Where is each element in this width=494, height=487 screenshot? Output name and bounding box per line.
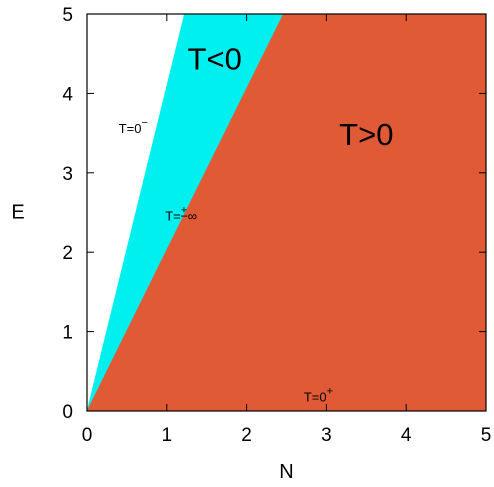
chart-regions	[86, 13, 487, 412]
annotation-t-infinity: T=+−∞	[165, 204, 197, 223]
annotation-t-zero-minus: T=0−	[119, 117, 148, 136]
x-tick-label: 5	[481, 425, 492, 446]
annotation-t-pos: T>0	[339, 117, 393, 152]
y-tick-label: 2	[62, 243, 73, 264]
y-tick-label: 3	[62, 164, 73, 185]
axis-ticks: 0 1 2 3 4 5 0 1 2 3 4 5	[62, 5, 491, 446]
chart-annotations: T<0 T>0 T=0− T=+−∞ T=0+	[119, 42, 394, 405]
x-tick-label: 4	[401, 425, 412, 446]
annotation-t-zero-plus: T=0+	[304, 385, 333, 404]
y-tick-label: 5	[62, 5, 73, 26]
x-axis-label: N	[279, 461, 293, 483]
x-tick-label: 0	[82, 425, 93, 446]
y-axis-label: E	[11, 202, 24, 224]
plot-frame	[86, 13, 487, 412]
annotation-t-neg: T<0	[188, 42, 242, 77]
y-tick-label: 0	[62, 402, 73, 423]
x-tick-label: 2	[241, 425, 252, 446]
x-tick-label: 1	[162, 425, 173, 446]
x-tick-label: 3	[321, 425, 332, 446]
y-tick-label: 4	[62, 84, 73, 105]
y-tick-label: 1	[62, 323, 73, 344]
